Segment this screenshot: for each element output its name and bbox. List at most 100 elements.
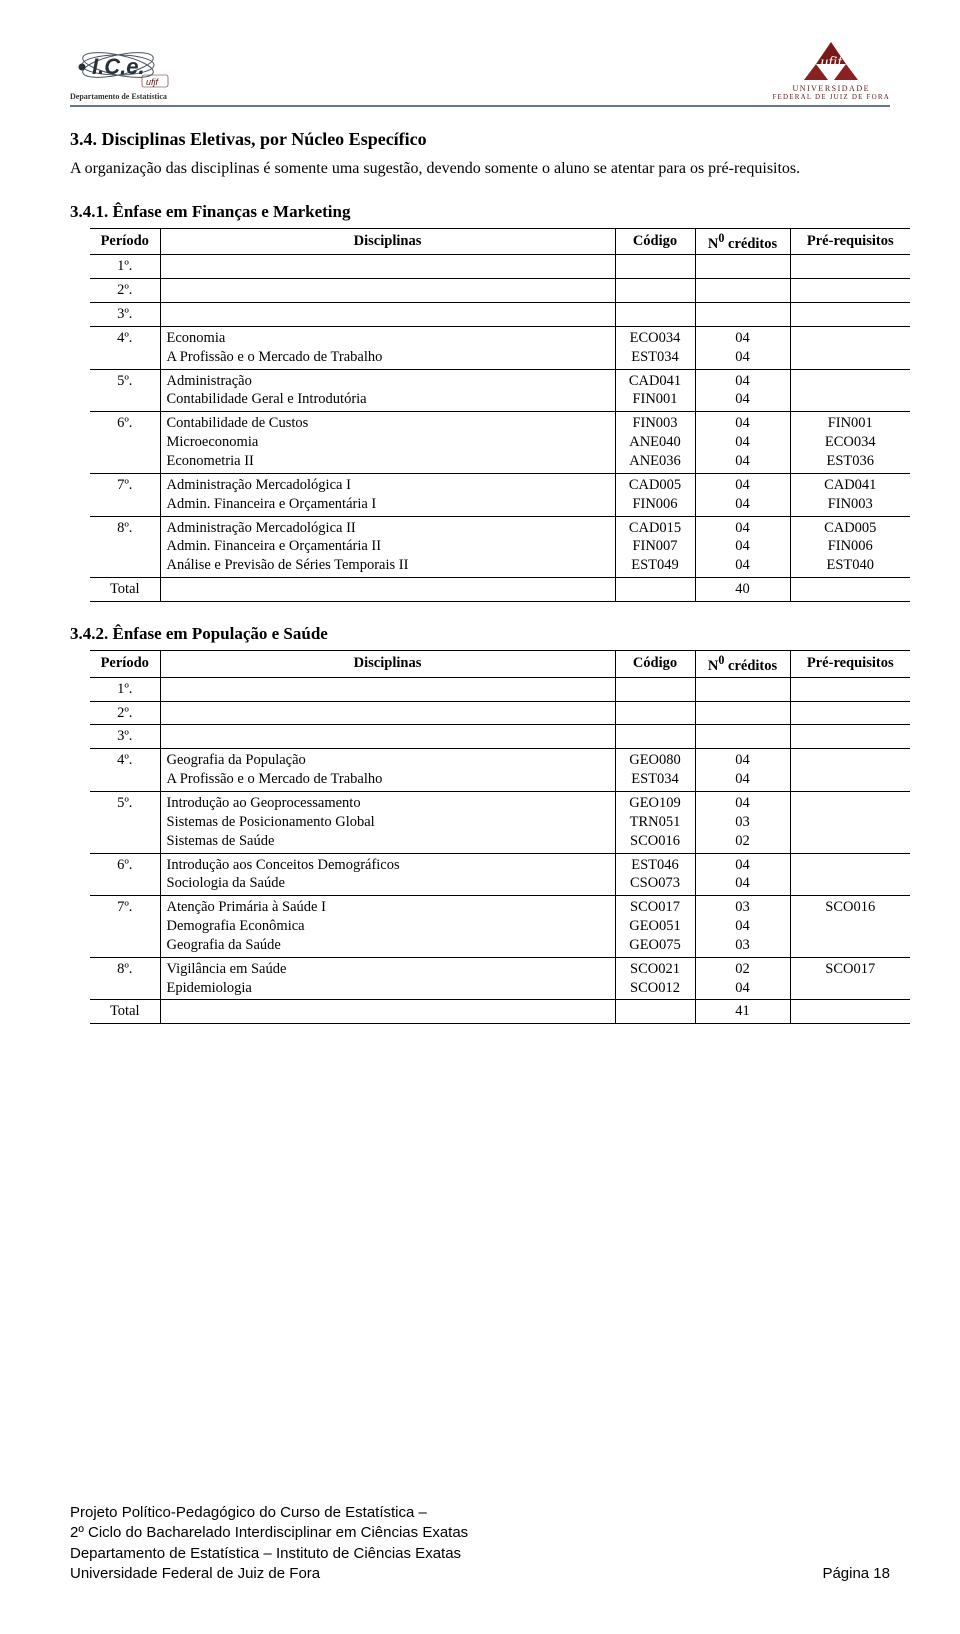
table-row: 4º.Geografia da PopulaçãoA Profissão e o… [90,749,910,792]
table-cell [790,369,910,412]
table-cell: 4º. [90,326,160,369]
heading-3-4: 3.4. Disciplinas Eletivas, por Núcleo Es… [70,129,890,150]
table-cell [615,255,695,279]
svg-text:I.C.e.: I.C.e. [92,54,145,79]
table-cell [790,255,910,279]
table-cell: Administração Mercadológica IIAdmin. Fin… [160,516,615,578]
table-row: 2º. [90,701,910,725]
table-cell [615,677,695,701]
column-header: Disciplinas [160,650,615,677]
table-row: 8º.Administração Mercadológica IIAdmin. … [90,516,910,578]
page-header: I.C.e. ufjf Departamento de Estatística … [70,40,890,107]
table-cell: 0404 [695,853,790,896]
footer-uni: Universidade Federal de Juiz de Fora [70,1565,320,1582]
table-cell: 5º. [90,369,160,412]
table-cell: SCO017GEO051GEO075 [615,896,695,958]
table-cell: 0204 [695,957,790,1000]
ufjf-logo-block: ufjf UNIVERSIDADE FEDERAL DE JUIZ DE FOR… [772,40,890,101]
table-cell: FIN001ECO034EST036 [790,412,910,474]
table-cell: 8º. [90,957,160,1000]
table-cell: 0404 [695,369,790,412]
table-cell: Total [90,1000,160,1024]
footer-line2: 2º Ciclo do Bacharelado Interdisciplinar… [70,1523,890,1543]
table-cell: FIN003ANE040ANE036 [615,412,695,474]
column-header: Pré-requisitos [790,228,910,255]
table-cell: 0404 [695,326,790,369]
ufjf-logo-icon: ufjf [786,40,876,84]
table-row: 3º. [90,725,910,749]
table-cell: 040404 [695,516,790,578]
table-row: Total40 [90,578,910,602]
table-cell [160,701,615,725]
table-cell: 3º. [90,303,160,327]
table-row: 1º. [90,255,910,279]
table-cell: 2º. [90,701,160,725]
table-cell: 4º. [90,749,160,792]
table-cell: ECO034EST034 [615,326,695,369]
table-cell: Total [90,578,160,602]
column-header: Código [615,650,695,677]
table-cell: SCO021SCO012 [615,957,695,1000]
table-cell: 8º. [90,516,160,578]
column-header: Código [615,228,695,255]
table-cell [160,303,615,327]
page-footer: Projeto Político-Pedagógico do Curso de … [70,1503,890,1584]
table-cell [615,303,695,327]
table-cell [695,279,790,303]
table-cell [695,255,790,279]
table-cell [615,701,695,725]
column-header: Pré-requisitos [790,650,910,677]
table-cell [790,677,910,701]
table-cell: 6º. [90,853,160,896]
page-number: Página 18 [822,1564,890,1584]
table-cell: 41 [695,1000,790,1024]
table-cell [695,303,790,327]
footer-line1: Projeto Político-Pedagógico do Curso de … [70,1503,890,1523]
table-cell: CAD015FIN007EST049 [615,516,695,578]
table-cell [790,749,910,792]
table-row: 1º. [90,677,910,701]
table-cell: 030403 [695,896,790,958]
table-cell: 1º. [90,255,160,279]
table-cell [790,853,910,896]
table-cell: 5º. [90,791,160,853]
table-cell: 7º. [90,473,160,516]
table-populacao-saude: PeríodoDisciplinasCódigoN0 créditosPré-r… [90,650,910,1024]
column-header: Período [90,228,160,255]
table-cell [160,1000,615,1024]
ice-logo-block: I.C.e. ufjf Departamento de Estatística [70,47,180,101]
table-cell: 0404 [695,473,790,516]
table-cell: CAD041FIN003 [790,473,910,516]
uni-line2: FEDERAL DE JUIZ DE FORA [772,93,890,101]
table-cell: CAD005FIN006EST040 [790,516,910,578]
table-cell [790,791,910,853]
table-row: 6º.Contabilidade de CustosMicroeconomiaE… [90,412,910,474]
heading-3-4-2: 3.4.2. Ênfase em População e Saúde [70,624,890,644]
table-cell: EconomiaA Profissão e o Mercado de Traba… [160,326,615,369]
footer-line3: Departamento de Estatística – Instituto … [70,1544,890,1564]
table-cell [790,303,910,327]
table-cell: Introdução aos Conceitos DemográficosSoc… [160,853,615,896]
table-cell: 3º. [90,725,160,749]
table-cell: CAD005FIN006 [615,473,695,516]
table-row: 4º.EconomiaA Profissão e o Mercado de Tr… [90,326,910,369]
table-cell [160,677,615,701]
table-cell: Introdução ao GeoprocessamentoSistemas d… [160,791,615,853]
uni-line1: UNIVERSIDADE [772,84,890,93]
column-header: N0 créditos [695,650,790,677]
table-row: 2º. [90,279,910,303]
table-cell: SCO016 [790,896,910,958]
table-cell: Geografia da PopulaçãoA Profissão e o Me… [160,749,615,792]
table-row: 7º.Atenção Primária à Saúde IDemografia … [90,896,910,958]
table-cell: GEO080EST034 [615,749,695,792]
table-cell: 0404 [695,749,790,792]
table-cell: 040302 [695,791,790,853]
svg-text:ufjf: ufjf [821,54,845,71]
ice-logo-icon: I.C.e. ufjf [70,47,180,91]
table-cell: Administração Mercadológica IAdmin. Fina… [160,473,615,516]
table-row: 5º.AdministraçãoContabilidade Geral e In… [90,369,910,412]
table-cell [790,725,910,749]
table-cell: 6º. [90,412,160,474]
table-cell: GEO109TRN051SCO016 [615,791,695,853]
column-header: N0 créditos [695,228,790,255]
